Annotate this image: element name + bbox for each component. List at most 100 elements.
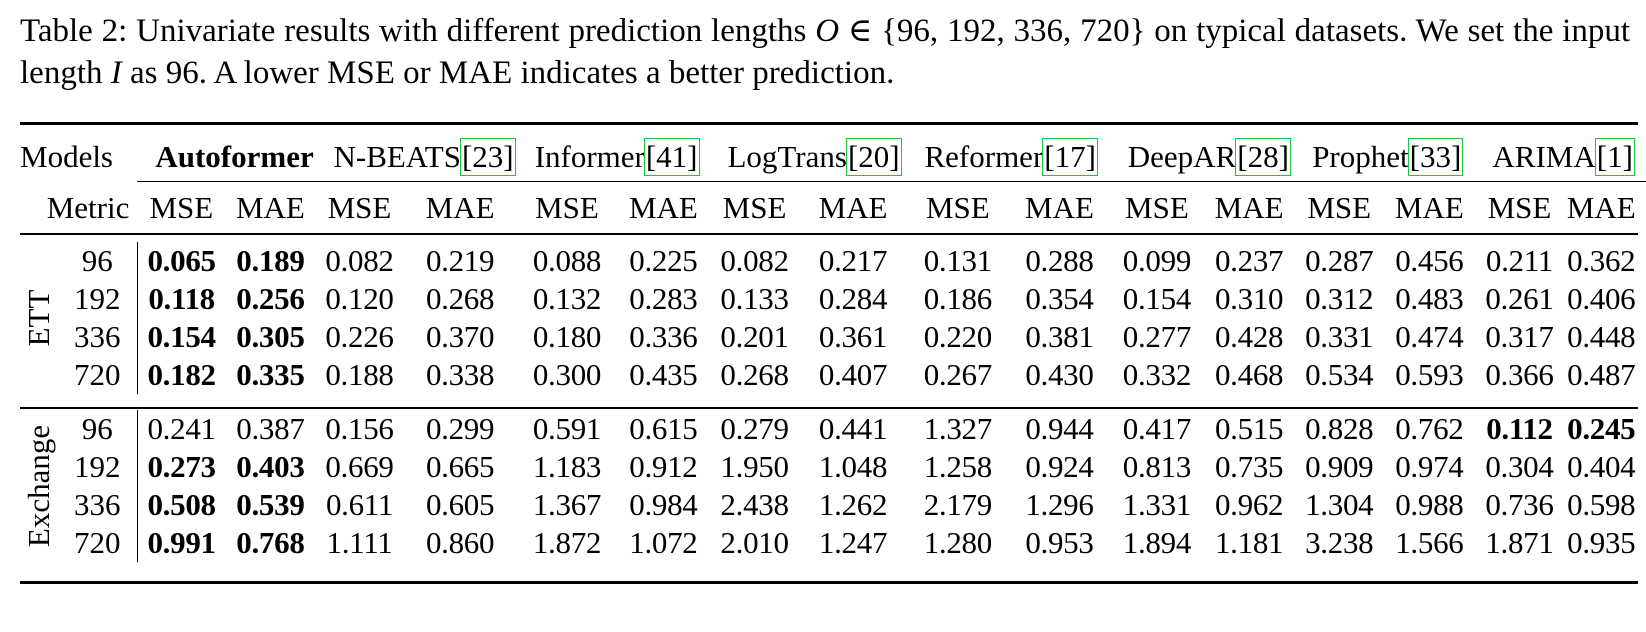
horizon-cell: 192 (57, 280, 138, 318)
group-separator-row (20, 394, 1638, 410)
metric-header-mae: MAE (1025, 190, 1094, 225)
dataset-cell: ETT (20, 242, 58, 394)
model-name: Informer (534, 138, 645, 174)
value-cell: 0.133 (720, 281, 789, 316)
metric-header-mse: MSE (1125, 190, 1189, 225)
value-cell: 0.267 (923, 357, 993, 392)
results-table: Models Autoformer N-BEATS[23] Informer[41]… (20, 132, 1646, 562)
metric-header-mse: MSE (535, 190, 599, 225)
caption-var-i: I (110, 55, 122, 91)
model-header-autoformer: Autoformer (137, 132, 332, 182)
value-cell: 0.962 (1214, 487, 1284, 522)
value-cell: 0.180 (532, 319, 602, 354)
citation-link[interactable]: [33] (1407, 137, 1464, 176)
best-value-cell: 0.991 (147, 525, 216, 560)
model-name: Prophet (1312, 138, 1409, 174)
model-label-underline: Autoformer (137, 138, 332, 182)
value-cell: 0.188 (325, 357, 394, 392)
best-value-cell: 0.403 (236, 449, 305, 484)
value-cell: 0.669 (325, 449, 394, 484)
value-cell: 2.010 (720, 525, 789, 560)
value-cell: 0.099 (1122, 243, 1192, 278)
value-cell: 0.219 (425, 243, 495, 278)
value-cell: 0.312 (1305, 281, 1374, 316)
model-header-reformer: Reformer[17] (906, 132, 1115, 182)
value-cell: 0.428 (1214, 319, 1284, 354)
value-cell: 0.611 (325, 487, 394, 522)
value-cell: 1.894 (1122, 525, 1192, 560)
value-cell: 0.284 (818, 281, 888, 316)
value-cell: 0.237 (1214, 243, 1284, 278)
value-cell: 1.950 (720, 449, 789, 484)
model-header-n-beats: N-BEATS[23] (315, 132, 533, 182)
value-cell: 0.361 (818, 319, 888, 354)
value-cell: 3.238 (1305, 525, 1374, 560)
value-cell: 0.665 (425, 449, 495, 484)
metric-header-mse: MSE (925, 190, 990, 225)
value-cell: 0.241 (147, 411, 216, 446)
metric-header-mae: MAE (235, 190, 305, 225)
value-cell: 0.430 (1025, 357, 1094, 392)
caption-tail: as 96. A lower MSE or MAE indicates a be… (121, 55, 895, 91)
model-name: Autoformer (155, 138, 314, 174)
value-cell: 0.468 (1214, 357, 1284, 392)
value-cell: 0.132 (532, 281, 602, 316)
metric-header-mae: MAE (628, 190, 698, 225)
citation-link[interactable]: [1] (1594, 137, 1635, 176)
value-cell: 0.534 (1305, 357, 1374, 392)
value-cell: 0.909 (1305, 449, 1374, 484)
citation-link[interactable]: [17] (1042, 137, 1098, 176)
value-cell: 0.261 (1485, 281, 1554, 316)
value-cell: 0.407 (818, 357, 888, 392)
value-cell: 0.317 (1485, 319, 1554, 354)
value-cell: 0.988 (1395, 487, 1464, 522)
value-cell: 1.331 (1122, 487, 1192, 522)
value-cell: 0.974 (1395, 449, 1464, 484)
best-value-cell: 0.112 (1486, 411, 1553, 446)
value-cell: 0.474 (1395, 319, 1464, 354)
value-cell: 0.605 (425, 487, 495, 522)
model-label-underline: Prophet[33] (1294, 137, 1481, 182)
value-cell: 0.304 (1485, 449, 1554, 484)
value-cell: 0.354 (1025, 281, 1094, 316)
value-cell: 0.082 (720, 243, 789, 278)
best-value-cell: 0.118 (148, 281, 215, 316)
citation-link[interactable]: [41] (643, 137, 700, 176)
best-value-cell: 0.182 (147, 357, 216, 392)
value-cell: 1.181 (1214, 525, 1284, 560)
best-value-cell: 0.273 (147, 449, 216, 484)
value-cell: 1.048 (818, 449, 888, 484)
table-row: Exchange 96 0.241 0.387 0.156 0.299 0.591 0.615… (20, 410, 1638, 547)
metric-header-mae: MAE (425, 190, 495, 225)
header-rule (20, 233, 1638, 235)
value-cell: 0.441 (818, 411, 888, 446)
citation-link[interactable]: [28] (1235, 137, 1291, 176)
value-cell: 0.598 (1567, 487, 1636, 522)
best-value-cell: 0.065 (147, 243, 216, 278)
value-cell: 0.310 (1214, 281, 1284, 316)
model-name: Reformer (924, 138, 1044, 174)
best-value-cell: 0.256 (236, 281, 305, 316)
value-cell: 1.872 (532, 525, 602, 560)
value-cell: 1.072 (629, 525, 698, 560)
value-cell: 0.456 (1395, 243, 1464, 278)
spacer-row (20, 234, 1638, 242)
value-cell: 0.366 (1485, 357, 1554, 392)
separator-cell (20, 394, 1638, 410)
best-value-cell: 0.305 (236, 319, 305, 354)
caption-set: ∈ {96, 192, 336, 720} on typical dataset… (20, 13, 1630, 91)
horizon-cell: 96 (57, 242, 138, 280)
value-cell: 1.566 (1395, 525, 1464, 560)
citation-link[interactable]: [20] (845, 137, 902, 176)
value-cell: 0.331 (1305, 319, 1374, 354)
value-cell: 0.299 (425, 411, 495, 446)
table-body: ETT 96 0.065 0.189 0.082 0.219 0.088 0.225 0.082… (20, 234, 1638, 562)
horizon-cell: 192 (57, 448, 138, 486)
value-cell: 1.111 (326, 525, 393, 560)
value-cell: 1.304 (1305, 487, 1374, 522)
metric-header-mse: MSE (722, 190, 787, 225)
table-row: 192 0.273 0.403 0.669 0.665 1.183 0.912 1.950 1.… (20, 448, 1638, 486)
citation-link[interactable]: [23] (459, 137, 516, 176)
value-cell: 0.220 (923, 319, 993, 354)
